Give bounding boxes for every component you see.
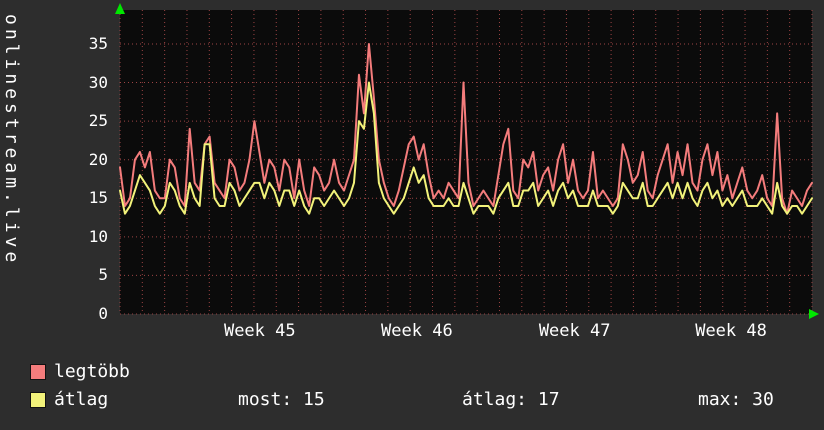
series-line-1 bbox=[119, 81, 813, 215]
stat-max: max: 30 bbox=[698, 389, 774, 410]
series-line-0 bbox=[119, 42, 813, 215]
legend-swatch-legtobb bbox=[30, 364, 46, 380]
legend-label-atlag: átlag bbox=[54, 389, 109, 410]
y-tick-label: 5 bbox=[98, 265, 108, 285]
y-tick-label: 20 bbox=[88, 149, 108, 169]
y-tick-label: 30 bbox=[88, 72, 108, 92]
legend-swatch-atlag bbox=[30, 392, 46, 408]
y-tick-label: 0 bbox=[98, 304, 108, 323]
x-tick-label: Week 47 bbox=[538, 321, 611, 341]
y-tick-label: 15 bbox=[88, 188, 108, 208]
x-tick-label: Week 48 bbox=[695, 321, 767, 341]
y-tick-label: 25 bbox=[88, 111, 108, 131]
plot-background bbox=[120, 10, 812, 314]
x-tick-label: Week 45 bbox=[223, 321, 296, 341]
legend-label-legtobb: legtöbb bbox=[54, 361, 130, 382]
stat-most: most: 15 bbox=[238, 389, 325, 410]
y-axis-arrow-icon bbox=[115, 3, 125, 14]
y-tick-label: 10 bbox=[88, 226, 108, 246]
stat-atlag: átlag: 17 bbox=[462, 389, 560, 410]
x-tick-label: Week 46 bbox=[381, 321, 453, 341]
chart-plot bbox=[115, 3, 819, 319]
y-tick-label: 35 bbox=[88, 33, 108, 53]
x-axis-arrow-icon bbox=[809, 309, 819, 319]
vertical-axis-title: onlinestream.live bbox=[1, 14, 22, 267]
